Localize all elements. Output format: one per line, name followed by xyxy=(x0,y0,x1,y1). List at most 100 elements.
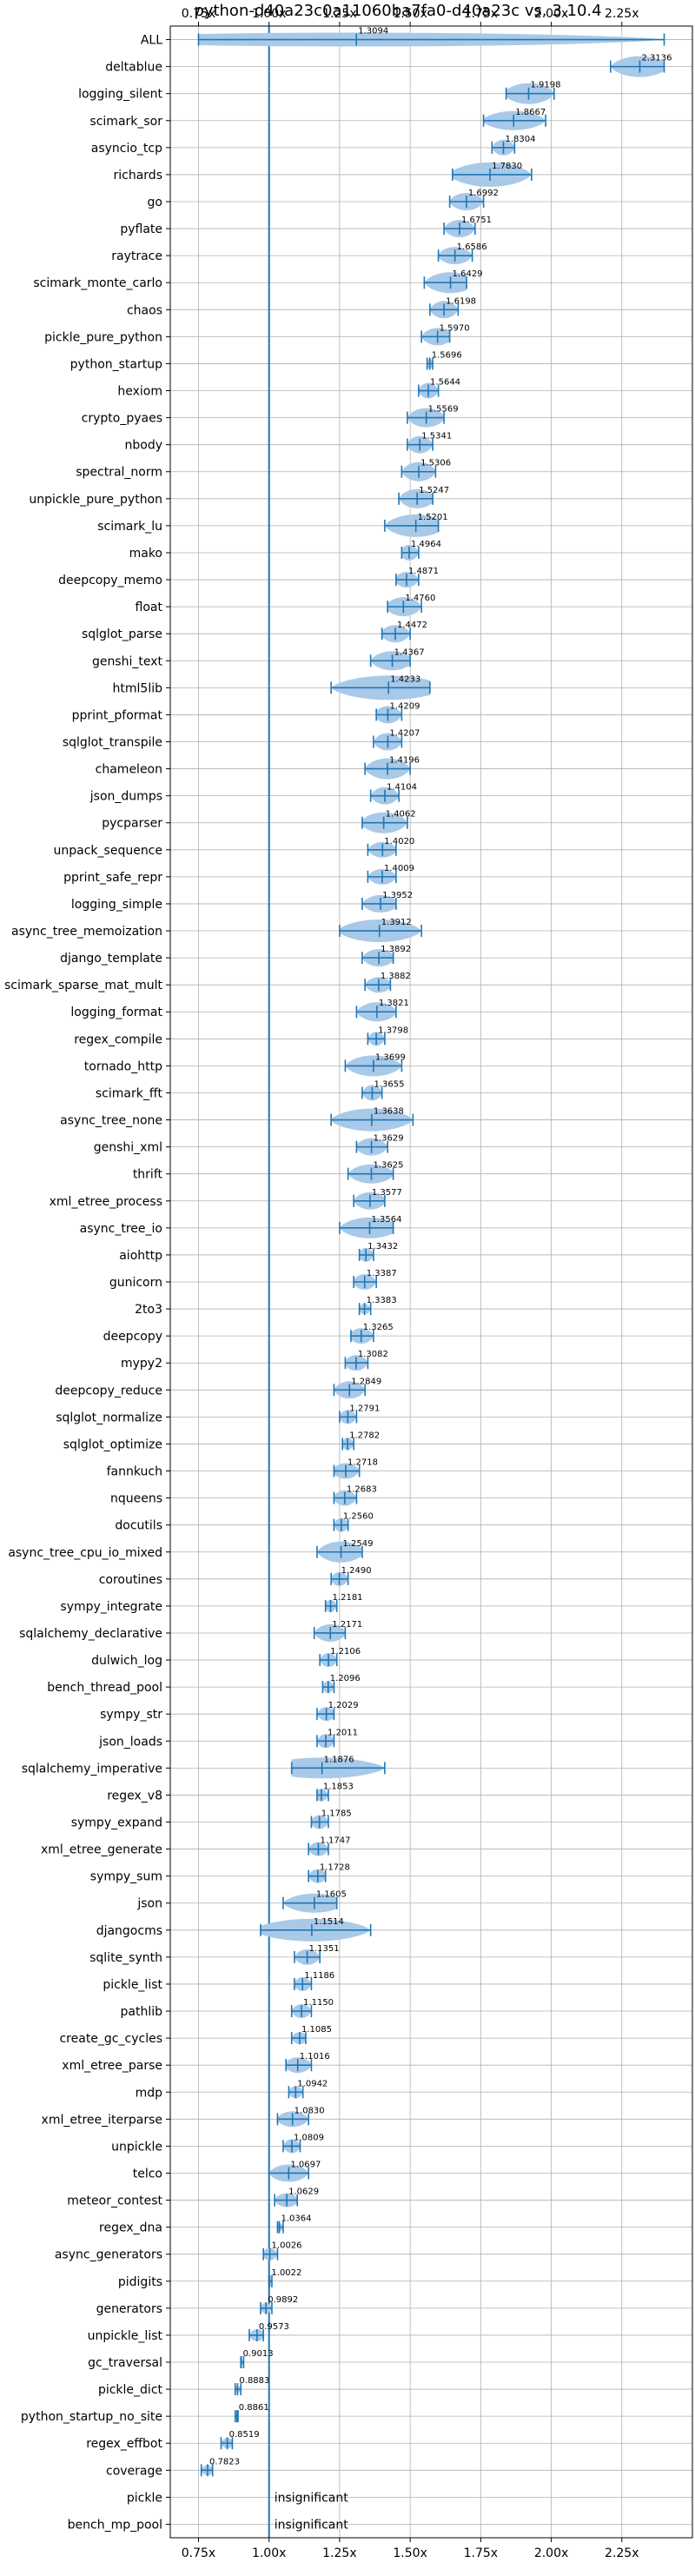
benchmark-label: sqlglot_transpile xyxy=(63,735,162,749)
benchmark-label: crypto_pyaes xyxy=(82,412,162,426)
benchmark-label: sqlalchemy_imperative xyxy=(22,1762,162,1776)
benchmark-label: regex_v8 xyxy=(107,1789,162,1803)
value-label: 1.4009 xyxy=(384,864,414,873)
benchmark-label: pathlib xyxy=(121,2005,163,2019)
benchmark-label: bench_thread_pool xyxy=(47,1681,162,1695)
value-label: 1.0830 xyxy=(295,2106,325,2115)
benchmark-label: pycparser xyxy=(102,817,162,831)
value-label: 1.3094 xyxy=(358,27,388,37)
benchmark-label: pickle_pure_python xyxy=(44,330,162,344)
benchmark-label: pprint_safe_repr xyxy=(63,871,162,885)
marks-layer: 1.3094 2.3136 1.9198 1.8667 1.8304 1.7830 1.69… xyxy=(197,26,672,2538)
benchmark-label: spectral_norm xyxy=(76,466,162,480)
benchmark-label: telco xyxy=(133,2167,162,2181)
benchmark-label: pickle xyxy=(127,2491,162,2505)
value-label: 1.1514 xyxy=(314,1917,344,1927)
benchmark-label: json_loads xyxy=(98,1735,162,1749)
value-label: 1.3082 xyxy=(358,1350,388,1359)
benchmark-label: xml_etree_generate xyxy=(41,1843,162,1857)
benchmark-label: deepcopy xyxy=(103,1330,162,1344)
benchmark-label: ALL xyxy=(141,34,162,48)
benchmark-label: fannkuch xyxy=(107,1465,162,1479)
value-label: 0.9892 xyxy=(268,2295,298,2305)
benchmark-label: coverage xyxy=(106,2464,162,2478)
benchmark-label: regex_effbot xyxy=(86,2437,162,2451)
value-label: 1.3629 xyxy=(374,1134,404,1144)
benchmark-label: scimark_monte_carlo xyxy=(33,276,162,290)
value-label: 1.4020 xyxy=(384,837,414,846)
value-label: 0.8861 xyxy=(239,2403,269,2413)
value-label: 1.3564 xyxy=(371,1215,401,1225)
value-label: 1.5306 xyxy=(420,459,451,468)
benchmark-label: json_dumps xyxy=(89,790,162,804)
value-label: 1.4209 xyxy=(389,701,420,711)
value-label: 1.3952 xyxy=(382,891,413,900)
value-label: 1.4964 xyxy=(411,540,441,549)
value-label: 1.6992 xyxy=(468,189,499,198)
insignificant-label: insignificant xyxy=(275,2491,349,2505)
value-label: 0.9573 xyxy=(259,2322,289,2332)
benchmark-label: float xyxy=(136,601,163,614)
benchmark-label: sqlglot_parse xyxy=(82,627,162,641)
value-label: 1.4871 xyxy=(408,567,439,576)
benchmark-label: genshi_xml xyxy=(94,1141,162,1155)
value-label: 1.2029 xyxy=(328,1701,359,1710)
x-tick-label-top: 1.00x xyxy=(252,7,286,21)
value-label: 1.6751 xyxy=(461,216,492,225)
value-label: 1.5341 xyxy=(421,432,452,442)
value-label: 1.1728 xyxy=(320,1863,350,1873)
benchmark-label: richards xyxy=(114,169,163,183)
value-label: 1.4062 xyxy=(386,810,416,820)
benchmark-label: gc_traversal xyxy=(88,2356,162,2370)
value-label: 1.0026 xyxy=(272,2241,302,2251)
benchmark-label: asyncio_tcp xyxy=(91,142,162,156)
benchmark-label: mypy2 xyxy=(121,1357,162,1371)
value-label: 1.3655 xyxy=(374,1079,404,1089)
value-label: 1.0697 xyxy=(290,2160,321,2169)
benchmark-label: sympy_integrate xyxy=(60,1600,162,1614)
benchmark-label: thrift xyxy=(133,1168,163,1182)
benchmark-label: scimark_sor xyxy=(89,115,162,129)
value-label: 1.5247 xyxy=(419,486,449,495)
value-label: 1.2171 xyxy=(332,1620,362,1630)
value-label: 1.5696 xyxy=(432,350,462,360)
value-label: 1.1747 xyxy=(320,1836,350,1846)
x-tick-label-top: 2.00x xyxy=(534,7,568,21)
benchmark-label: xml_etree_iterparse xyxy=(42,2113,162,2127)
value-label: 1.4367 xyxy=(394,647,425,657)
value-label: 1.4233 xyxy=(390,674,420,684)
benchmark-label: scimark_fft xyxy=(96,1086,163,1100)
value-label: 1.0629 xyxy=(288,2188,319,2197)
x-tick-label-bottom: 0.75x xyxy=(182,2546,215,2560)
value-label: 1.3798 xyxy=(378,1026,408,1035)
value-label: 1.1785 xyxy=(321,1809,352,1819)
value-label: 1.3383 xyxy=(367,1296,397,1305)
benchmark-label: docutils xyxy=(115,1519,162,1533)
value-label: 1.1186 xyxy=(304,1971,334,1981)
value-label: 1.2718 xyxy=(348,1458,378,1468)
benchmark-label: go xyxy=(148,196,162,209)
benchmark-label: hexiom xyxy=(117,385,162,399)
benchmark-label: dulwich_log xyxy=(91,1654,162,1668)
value-label: 1.2490 xyxy=(341,1566,372,1576)
value-label: 1.3432 xyxy=(367,1242,398,1251)
benchmark-label: regex_compile xyxy=(74,1032,162,1046)
x-tick-label-top: 1.75x xyxy=(464,7,498,21)
benchmark-label: scimark_sparse_mat_mult xyxy=(4,979,162,993)
axis-layer: 0.75x 0.75x 1.00x 1.00x 1.25x 1.25x 1.50x 1.50x… xyxy=(4,7,693,2560)
value-label: 1.0942 xyxy=(297,2079,328,2088)
value-label: 1.2011 xyxy=(328,1728,358,1737)
value-label: 1.1150 xyxy=(303,1998,334,2008)
value-label: 1.3387 xyxy=(367,1269,397,1278)
benchmark-label: bench_mp_pool xyxy=(68,2518,162,2532)
x-tick-label-top: 1.50x xyxy=(393,7,427,21)
value-label: 1.6586 xyxy=(457,242,487,252)
x-tick-label-top: 0.75x xyxy=(182,7,215,21)
benchmark-label: xml_etree_process xyxy=(50,1195,162,1209)
x-tick-label-bottom: 1.75x xyxy=(464,2546,498,2560)
benchmark-label: aiohttp xyxy=(119,1249,162,1263)
value-label: 1.2560 xyxy=(343,1512,374,1522)
value-label: 1.5644 xyxy=(430,378,460,388)
